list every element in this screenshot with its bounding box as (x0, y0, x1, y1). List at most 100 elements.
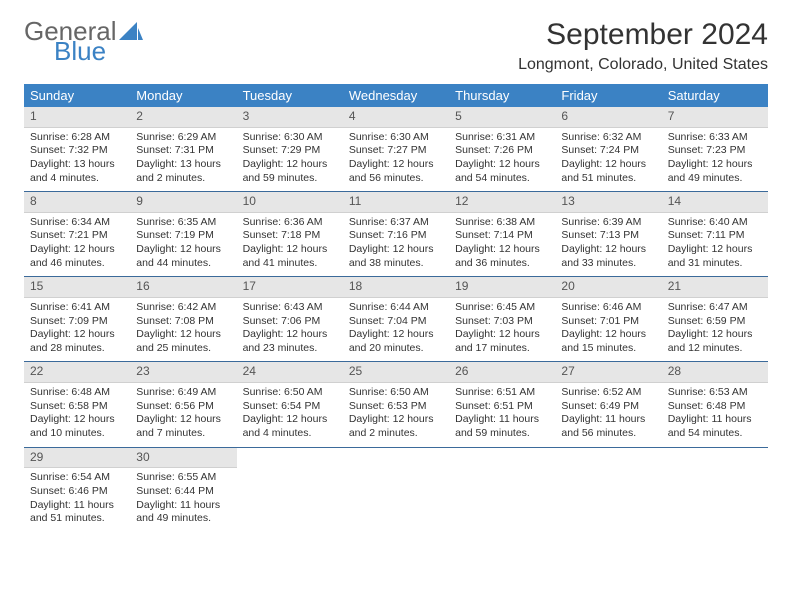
sunset-line: Sunset: 7:09 PM (30, 315, 124, 329)
day-header: Tuesday (237, 84, 343, 107)
month-title: September 2024 (518, 18, 768, 52)
daylight-line: Daylight: 11 hours and 49 minutes. (136, 499, 230, 526)
day-number: 9 (130, 192, 236, 213)
sunset-line: Sunset: 7:21 PM (30, 229, 124, 243)
day-cell: 5Sunrise: 6:31 AMSunset: 7:26 PMDaylight… (449, 107, 555, 191)
sunset-line: Sunset: 7:16 PM (349, 229, 443, 243)
sunset-line: Sunset: 7:11 PM (668, 229, 762, 243)
header: General Blue September 2024 Longmont, Co… (24, 18, 768, 74)
day-cell: 24Sunrise: 6:50 AMSunset: 6:54 PMDayligh… (237, 362, 343, 446)
day-details: Sunrise: 6:37 AMSunset: 7:16 PMDaylight:… (343, 213, 449, 277)
day-details: Sunrise: 6:47 AMSunset: 6:59 PMDaylight:… (662, 298, 768, 362)
daylight-line: Daylight: 12 hours and 20 minutes. (349, 328, 443, 355)
day-details: Sunrise: 6:54 AMSunset: 6:46 PMDaylight:… (24, 468, 130, 532)
sunset-line: Sunset: 6:46 PM (30, 485, 124, 499)
day-number: 27 (555, 362, 661, 383)
location: Longmont, Colorado, United States (518, 56, 768, 74)
sunrise-line: Sunrise: 6:51 AM (455, 386, 549, 400)
day-cell (555, 448, 661, 532)
day-header: Sunday (24, 84, 130, 107)
week-row: 15Sunrise: 6:41 AMSunset: 7:09 PMDayligh… (24, 277, 768, 362)
logo: General Blue (24, 18, 143, 64)
sunset-line: Sunset: 7:04 PM (349, 315, 443, 329)
day-number: 1 (24, 107, 130, 128)
daylight-line: Daylight: 12 hours and 15 minutes. (561, 328, 655, 355)
daylight-line: Daylight: 13 hours and 4 minutes. (30, 158, 124, 185)
sunset-line: Sunset: 7:08 PM (136, 315, 230, 329)
day-number: 20 (555, 277, 661, 298)
day-details: Sunrise: 6:35 AMSunset: 7:19 PMDaylight:… (130, 213, 236, 277)
sunrise-line: Sunrise: 6:45 AM (455, 301, 549, 315)
sunrise-line: Sunrise: 6:48 AM (30, 386, 124, 400)
day-details: Sunrise: 6:44 AMSunset: 7:04 PMDaylight:… (343, 298, 449, 362)
day-number: 14 (662, 192, 768, 213)
day-cell: 17Sunrise: 6:43 AMSunset: 7:06 PMDayligh… (237, 277, 343, 361)
day-cell: 8Sunrise: 6:34 AMSunset: 7:21 PMDaylight… (24, 192, 130, 276)
daylight-line: Daylight: 12 hours and 23 minutes. (243, 328, 337, 355)
sunrise-line: Sunrise: 6:42 AM (136, 301, 230, 315)
day-cell: 19 Sunrise: 6:45 AMSunset: 7:03 PMDayligh… (449, 277, 555, 361)
sunset-line: Sunset: 7:01 PM (561, 315, 655, 329)
daylight-line: Daylight: 12 hours and 28 minutes. (30, 328, 124, 355)
day-headers-row: SundayMondayTuesdayWednesdayThursdayFrid… (24, 84, 768, 107)
day-header: Wednesday (343, 84, 449, 107)
daylight-line: Daylight: 12 hours and 10 minutes. (30, 413, 124, 440)
day-details: Sunrise: 6:48 AMSunset: 6:58 PMDaylight:… (24, 383, 130, 447)
sunset-line: Sunset: 6:56 PM (136, 400, 230, 414)
daylight-line: Daylight: 12 hours and 41 minutes. (243, 243, 337, 270)
daylight-line: Daylight: 11 hours and 54 minutes. (668, 413, 762, 440)
day-cell (343, 448, 449, 532)
daylight-line: Daylight: 12 hours and 46 minutes. (30, 243, 124, 270)
sunrise-line: Sunrise: 6:47 AM (668, 301, 762, 315)
day-details: Sunrise: 6:46 AMSunset: 7:01 PMDaylight:… (555, 298, 661, 362)
daylight-line: Daylight: 12 hours and 38 minutes. (349, 243, 443, 270)
day-number: 13 (555, 192, 661, 213)
sunset-line: Sunset: 6:48 PM (668, 400, 762, 414)
sunset-line: Sunset: 7:13 PM (561, 229, 655, 243)
sunrise-line: Sunrise: 6:33 AM (668, 131, 762, 145)
sunset-line: Sunset: 6:51 PM (455, 400, 549, 414)
day-cell: 29Sunrise: 6:54 AMSunset: 6:46 PMDayligh… (24, 448, 130, 532)
sunrise-line: Sunrise: 6:49 AM (136, 386, 230, 400)
day-header: Saturday (662, 84, 768, 107)
sunset-line: Sunset: 7:31 PM (136, 144, 230, 158)
sunrise-line: Sunrise: 6:30 AM (243, 131, 337, 145)
daylight-line: Daylight: 12 hours and 54 minutes. (455, 158, 549, 185)
sunset-line: Sunset: 6:49 PM (561, 400, 655, 414)
day-number: 15 (24, 277, 130, 298)
sunset-line: Sunset: 7:03 PM (455, 315, 549, 329)
day-cell: 22Sunrise: 6:48 AMSunset: 6:58 PMDayligh… (24, 362, 130, 446)
day-number: 7 (662, 107, 768, 128)
day-number: 3 (237, 107, 343, 128)
day-header: Thursday (449, 84, 555, 107)
daylight-line: Daylight: 13 hours and 2 minutes. (136, 158, 230, 185)
sunset-line: Sunset: 7:18 PM (243, 229, 337, 243)
sunset-line: Sunset: 6:59 PM (668, 315, 762, 329)
daylight-line: Daylight: 12 hours and 17 minutes. (455, 328, 549, 355)
day-number: 26 (449, 362, 555, 383)
sunrise-line: Sunrise: 6:37 AM (349, 216, 443, 230)
day-cell: 18Sunrise: 6:44 AMSunset: 7:04 PMDayligh… (343, 277, 449, 361)
day-details: Sunrise: 6:55 AMSunset: 6:44 PMDaylight:… (130, 468, 236, 532)
day-number: 10 (237, 192, 343, 213)
sunset-line: Sunset: 6:58 PM (30, 400, 124, 414)
day-details: Sunrise: 6:31 AMSunset: 7:26 PMDaylight:… (449, 128, 555, 192)
day-cell: 7Sunrise: 6:33 AMSunset: 7:23 PMDaylight… (662, 107, 768, 191)
day-number: 16 (130, 277, 236, 298)
day-cell: 4Sunrise: 6:30 AMSunset: 7:27 PMDaylight… (343, 107, 449, 191)
day-details: Sunrise: 6:33 AMSunset: 7:23 PMDaylight:… (662, 128, 768, 192)
sunrise-line: Sunrise: 6:40 AM (668, 216, 762, 230)
day-number: 25 (343, 362, 449, 383)
day-cell: 30Sunrise: 6:55 AMSunset: 6:44 PMDayligh… (130, 448, 236, 532)
day-details: Sunrise: 6:52 AMSunset: 6:49 PMDaylight:… (555, 383, 661, 447)
day-details: Sunrise: 6:39 AMSunset: 7:13 PMDaylight:… (555, 213, 661, 277)
day-cell: 23Sunrise: 6:49 AMSunset: 6:56 PMDayligh… (130, 362, 236, 446)
day-number: 19 (449, 277, 555, 298)
day-number: 17 (237, 277, 343, 298)
day-cell: 2Sunrise: 6:29 AMSunset: 7:31 PMDaylight… (130, 107, 236, 191)
daylight-line: Daylight: 11 hours and 56 minutes. (561, 413, 655, 440)
calendar: SundayMondayTuesdayWednesdayThursdayFrid… (24, 84, 768, 532)
day-cell: 3Sunrise: 6:30 AMSunset: 7:29 PMDaylight… (237, 107, 343, 191)
day-cell: 10Sunrise: 6:36 AMSunset: 7:18 PMDayligh… (237, 192, 343, 276)
sunrise-line: Sunrise: 6:44 AM (349, 301, 443, 315)
